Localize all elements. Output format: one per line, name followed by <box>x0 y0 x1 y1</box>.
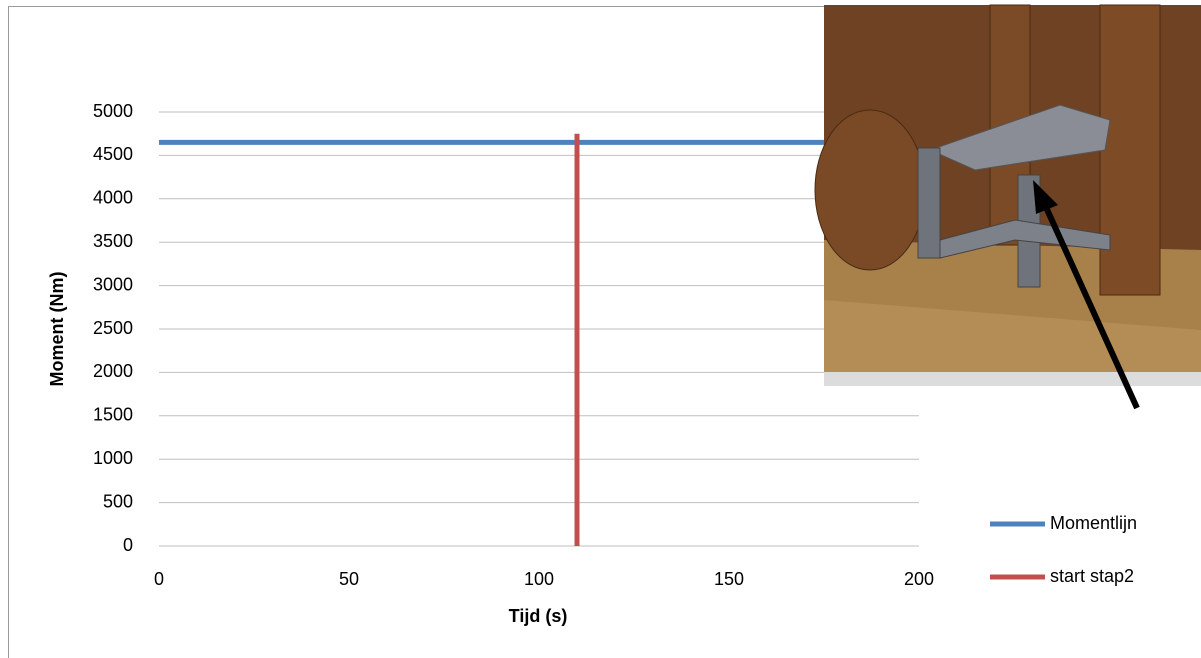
x-axis-title: Tijd (s) <box>509 606 568 626</box>
y-tick-label: 4500 <box>93 144 133 164</box>
y-tick-label: 0 <box>123 535 133 555</box>
x-tick-label: 50 <box>339 569 359 589</box>
y-tick-label: 1500 <box>93 405 133 425</box>
legend-label: start stap2 <box>1050 566 1134 586</box>
y-tick-label: 5000 <box>93 101 133 121</box>
image-strip <box>824 372 1201 386</box>
image-bracket <box>918 148 940 258</box>
inset-image <box>815 5 1201 386</box>
chart: 0500100015002000250030003500400045005000… <box>0 0 1201 658</box>
x-tick-label: 200 <box>904 569 934 589</box>
x-tick-label: 150 <box>714 569 744 589</box>
y-axis-title: Moment (Nm) <box>47 272 67 387</box>
y-tick-label: 1000 <box>93 448 133 468</box>
image-wheel <box>815 110 925 270</box>
y-tick-label: 2500 <box>93 318 133 338</box>
y-tick-label: 2000 <box>93 361 133 381</box>
image-pillar <box>1100 5 1160 295</box>
page: 0500100015002000250030003500400045005000… <box>0 0 1201 658</box>
legend-label: Momentlijn <box>1050 513 1137 533</box>
y-tick-label: 3000 <box>93 274 133 294</box>
x-tick-label: 100 <box>524 569 554 589</box>
y-tick-label: 4000 <box>93 188 133 208</box>
y-tick-label: 3500 <box>93 231 133 251</box>
y-tick-label: 500 <box>103 491 133 511</box>
x-tick-label: 0 <box>154 569 164 589</box>
